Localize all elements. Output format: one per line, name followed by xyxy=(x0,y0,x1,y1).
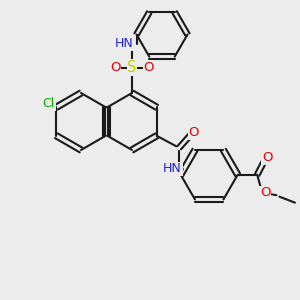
Text: O: O xyxy=(143,61,154,74)
Text: O: O xyxy=(260,186,271,199)
Text: O: O xyxy=(188,126,199,139)
Text: O: O xyxy=(110,61,121,74)
Text: HN: HN xyxy=(115,37,134,50)
Text: O: O xyxy=(262,152,272,164)
Text: S: S xyxy=(127,60,137,75)
Text: HN: HN xyxy=(163,162,182,175)
Text: Cl: Cl xyxy=(43,97,55,110)
